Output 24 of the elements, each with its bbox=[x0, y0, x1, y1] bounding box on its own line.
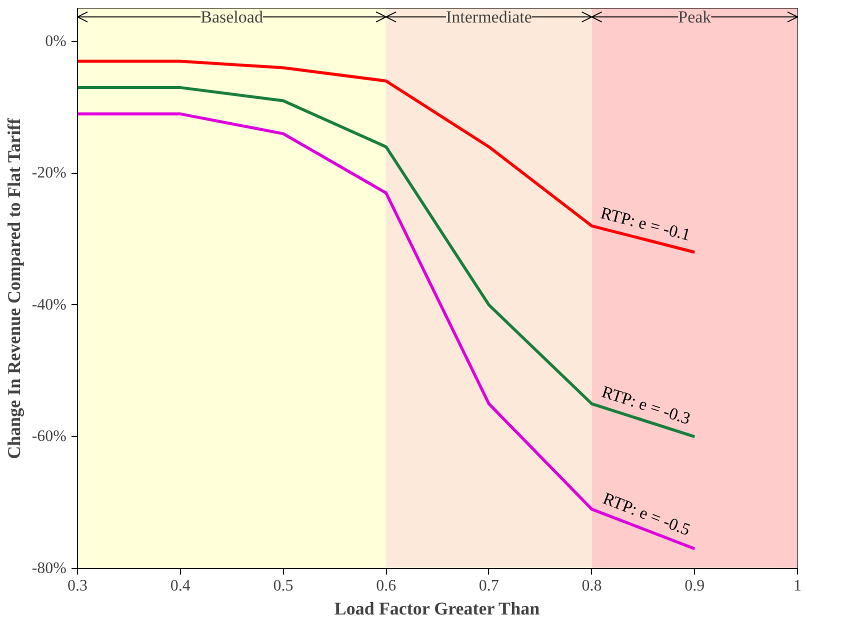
band-label: Intermediate bbox=[446, 7, 532, 26]
x-tick-label: 1 bbox=[794, 578, 802, 594]
text: RTP: e = -0.5 bbox=[600, 488, 693, 540]
line-series bbox=[78, 112, 696, 550]
x-tick-label: 0.7 bbox=[478, 578, 499, 594]
x-tick-label: 0.4 bbox=[170, 578, 190, 594]
y-tick-label: -80% bbox=[32, 560, 66, 577]
x-tick-label: 0.8 bbox=[582, 578, 602, 594]
x-tick-label: 0.9 bbox=[684, 578, 705, 594]
line-series bbox=[78, 60, 696, 254]
text: RTP: e = -0.1 bbox=[598, 203, 692, 244]
y-tick-label: 0% bbox=[45, 32, 66, 50]
y-tick-label: -40% bbox=[32, 296, 66, 314]
band-label: Peak bbox=[678, 7, 712, 26]
band-label: Baseload bbox=[200, 7, 264, 26]
y-tick-label: -60% bbox=[32, 428, 66, 446]
x-tick-label: 0.3 bbox=[68, 578, 88, 594]
y-tick-label: -20% bbox=[32, 164, 66, 182]
line-series bbox=[78, 86, 696, 438]
text: RTP: e = -0.3 bbox=[600, 382, 693, 428]
x-tick-label: 0.5 bbox=[273, 578, 294, 594]
x-tick-label: 0.6 bbox=[376, 578, 396, 594]
y-axis-title: Change In Revenue Compared to Flat Tariff bbox=[4, 117, 24, 459]
x-axis-title: Load Factor Greater Than bbox=[334, 598, 540, 618]
